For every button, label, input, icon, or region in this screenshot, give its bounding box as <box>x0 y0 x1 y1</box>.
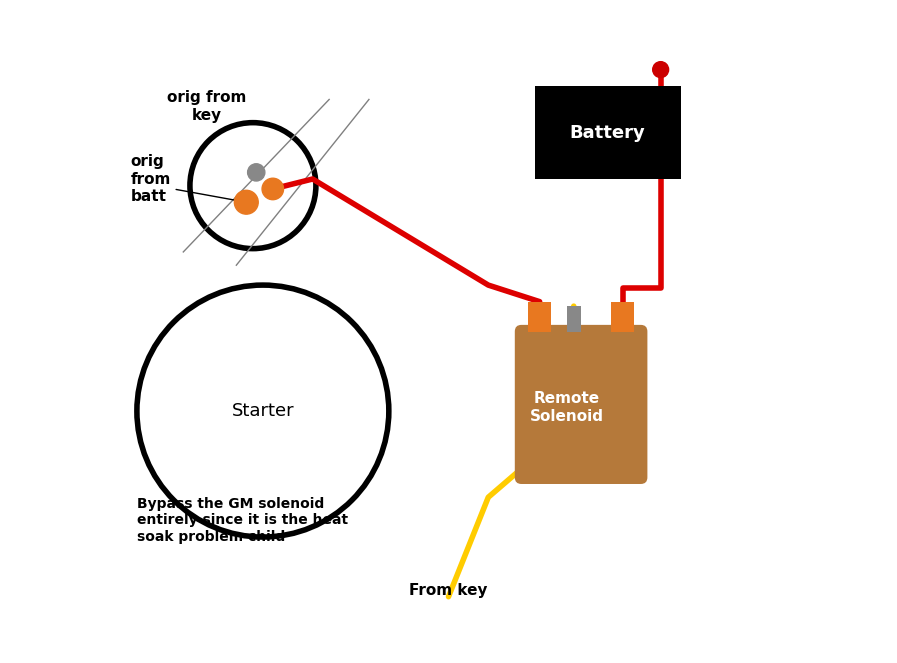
FancyBboxPatch shape <box>515 325 648 484</box>
Text: Bypass the GM solenoid
entirely since it is the heat
soak problem child: Bypass the GM solenoid entirely since it… <box>137 497 348 544</box>
Circle shape <box>234 190 258 214</box>
Text: Starter: Starter <box>231 402 294 420</box>
Circle shape <box>262 178 283 200</box>
Text: Remote
Solenoid: Remote Solenoid <box>530 391 604 424</box>
FancyBboxPatch shape <box>535 86 681 179</box>
Text: orig from
key: orig from key <box>167 90 246 123</box>
Circle shape <box>653 62 668 78</box>
Bar <box>528 302 552 332</box>
Bar <box>611 302 634 332</box>
Bar <box>567 306 580 332</box>
Text: Battery: Battery <box>570 123 646 142</box>
Text: From key: From key <box>409 583 487 599</box>
Circle shape <box>248 164 265 181</box>
Text: orig
from
batt: orig from batt <box>130 154 170 204</box>
